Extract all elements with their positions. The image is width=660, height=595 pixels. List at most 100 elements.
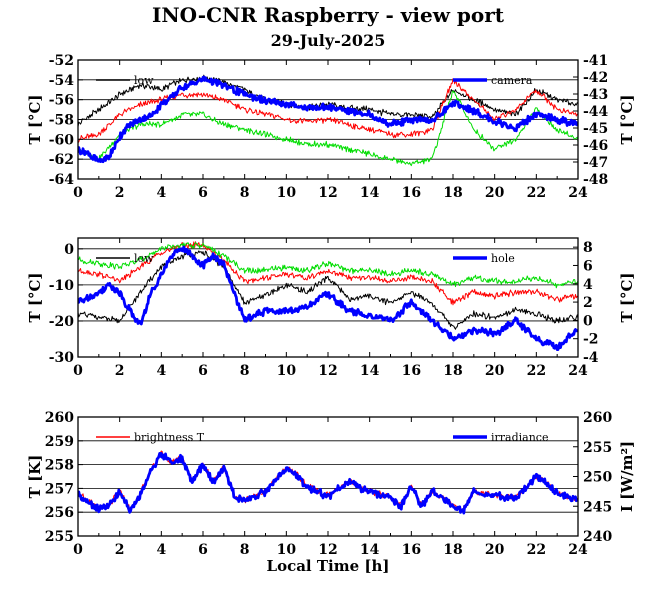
y-tick-label: 259	[45, 434, 74, 450]
x-tick-label: 22	[527, 542, 546, 558]
y2-tick-label: 240	[583, 529, 612, 545]
x-tick-label: 0	[73, 542, 83, 558]
series-line	[78, 242, 578, 289]
y2-tick-label: 0	[583, 313, 593, 329]
y-tick-label: 257	[45, 481, 74, 497]
x-tick-label: 4	[156, 542, 166, 558]
series-line	[78, 75, 578, 164]
panel-3: 0 2 4 6 8 10 12 14 16 18 20 22 242552562572582592602…	[26, 410, 636, 575]
x-tick-label: 14	[360, 363, 380, 379]
chart-subtitle: 29-July-2025	[271, 31, 386, 50]
x-tick-label: 18	[443, 542, 462, 558]
y2-axis-label: T [°C]	[618, 94, 636, 144]
y-tick-label: 258	[45, 458, 74, 474]
series-line	[78, 452, 578, 515]
x-tick-label: 20	[485, 542, 505, 558]
y2-tick-label: 250	[583, 470, 612, 486]
panel-2: 0 2 4 6 8 10 12 14 16 18 20 22 24-30-20-100-4-202468…	[26, 237, 636, 379]
x-tick-label: 24	[568, 363, 588, 379]
legend-label: irradiance	[491, 431, 548, 444]
x-tick-label: 6	[198, 363, 208, 379]
y-tick-label: -54	[49, 73, 75, 89]
x-tick-label: 8	[240, 542, 250, 558]
panel-1: 0 2 4 6 8 10 12 14 16 18 20 22 24-64-62-60-58-56-54-…	[26, 53, 636, 201]
y-tick-label: -64	[49, 172, 75, 188]
x-tick-label: 22	[527, 185, 546, 201]
x-tick-label: 10	[277, 542, 297, 558]
legend-label: camera	[491, 74, 533, 87]
y2-tick-label: 6	[583, 258, 593, 274]
y-tick-label: -10	[49, 278, 75, 294]
y2-axis-label: T [°C]	[618, 272, 636, 322]
x-tick-label: 20	[485, 363, 505, 379]
y2-tick-label: -45	[583, 121, 608, 137]
y2-tick-label: 260	[583, 410, 612, 426]
x-tick-label: 22	[527, 363, 546, 379]
x-tick-label: 14	[360, 542, 380, 558]
x-tick-label: 20	[485, 185, 505, 201]
y-axis-label: T [°C]	[26, 94, 44, 144]
y2-tick-label: 255	[583, 440, 612, 456]
x-tick-label: 12	[318, 185, 337, 201]
x-tick-label: 2	[115, 185, 125, 201]
y2-tick-label: -42	[583, 70, 608, 86]
y2-axis-label: I [W/m²]	[618, 441, 636, 512]
x-tick-label: 16	[402, 542, 421, 558]
y2-tick-label: 2	[583, 295, 593, 311]
y-tick-label: 260	[45, 410, 74, 426]
x-tick-label: 4	[156, 363, 166, 379]
series-line	[78, 450, 578, 513]
y-tick-label: -30	[49, 350, 75, 366]
series-line	[78, 250, 578, 330]
x-tick-label: 4	[156, 185, 166, 201]
y-tick-label: -52	[49, 53, 74, 69]
y2-tick-label: -41	[583, 53, 608, 69]
x-axis-label: Local Time [h]	[267, 557, 390, 575]
x-tick-label: 10	[277, 363, 297, 379]
x-tick-label: 0	[73, 185, 83, 201]
y2-tick-label: -44	[583, 104, 609, 120]
x-tick-label: 18	[443, 185, 462, 201]
legend-label: brightness T	[134, 431, 205, 444]
y2-tick-label: -4	[583, 350, 599, 366]
chart-title: INO-CNR Raspberry - view port	[152, 3, 505, 27]
x-tick-label: 6	[198, 185, 208, 201]
x-tick-label: 16	[402, 363, 421, 379]
legend-label: low	[134, 74, 154, 87]
y-axis-label: T [°C]	[26, 272, 44, 322]
series-line	[78, 245, 578, 351]
y-tick-label: 255	[45, 529, 74, 545]
x-tick-label: 18	[443, 363, 462, 379]
y-tick-label: 256	[45, 505, 74, 521]
x-tick-label: 16	[402, 185, 421, 201]
series-line	[78, 90, 578, 167]
y2-tick-label: -2	[583, 332, 599, 348]
y2-tick-label: 8	[583, 240, 593, 256]
y2-tick-label: -47	[583, 155, 608, 171]
y-tick-label: -62	[49, 152, 74, 168]
y2-tick-label: 245	[583, 499, 612, 515]
x-tick-label: 12	[318, 363, 337, 379]
y-tick-label: -60	[49, 132, 75, 148]
x-tick-label: 10	[277, 185, 297, 201]
y-axis-label: T [K]	[26, 455, 44, 499]
x-tick-label: 2	[115, 542, 125, 558]
x-tick-label: 14	[360, 185, 380, 201]
y-tick-label: -20	[49, 314, 75, 330]
x-tick-label: 8	[240, 363, 250, 379]
y-tick-label: -56	[49, 93, 74, 109]
x-tick-label: 24	[568, 185, 588, 201]
x-tick-label: 2	[115, 363, 125, 379]
x-tick-label: 24	[568, 542, 588, 558]
x-tick-label: 12	[318, 542, 337, 558]
y2-tick-label: -46	[583, 138, 608, 154]
x-tick-label: 6	[198, 542, 208, 558]
y2-tick-label: -43	[583, 87, 608, 103]
y-tick-label: 0	[64, 242, 74, 258]
y-tick-label: -58	[49, 113, 74, 129]
x-tick-label: 8	[240, 185, 250, 201]
y2-tick-label: 4	[583, 277, 593, 293]
y2-tick-label: -48	[583, 172, 608, 188]
plot-panels: 0 2 4 6 8 10 12 14 16 18 20 22 24-64-62-60-58-56-54-…	[26, 53, 636, 575]
